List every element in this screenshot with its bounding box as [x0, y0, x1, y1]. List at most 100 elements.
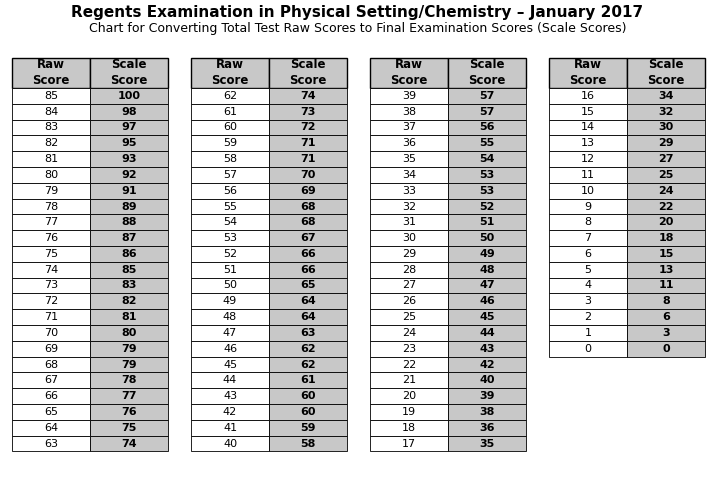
Bar [191, 388, 269, 404]
Bar [191, 58, 269, 88]
Bar [90, 388, 168, 404]
Text: 79: 79 [44, 186, 58, 196]
Text: 39: 39 [402, 91, 416, 101]
Bar [90, 120, 168, 136]
Text: 69: 69 [44, 344, 58, 353]
Bar [191, 325, 269, 341]
Text: 73: 73 [300, 106, 316, 117]
Bar [12, 278, 90, 293]
Text: 60: 60 [300, 391, 316, 401]
Bar [12, 151, 90, 167]
Bar [627, 293, 705, 309]
Bar [627, 325, 705, 341]
Bar [549, 136, 627, 151]
Text: 66: 66 [300, 265, 316, 275]
Bar [90, 199, 168, 214]
Text: 16: 16 [581, 91, 595, 101]
Text: 67: 67 [300, 233, 316, 243]
Text: 54: 54 [479, 154, 495, 164]
Text: 68: 68 [300, 217, 316, 227]
Bar [269, 278, 347, 293]
Bar [12, 230, 90, 246]
Bar [370, 246, 448, 262]
Text: 47: 47 [479, 281, 495, 290]
Bar [549, 183, 627, 199]
Bar [370, 183, 448, 199]
Bar [370, 167, 448, 183]
Text: 8: 8 [584, 217, 591, 227]
Text: 81: 81 [44, 154, 58, 164]
Text: 40: 40 [479, 375, 495, 386]
Text: 92: 92 [121, 170, 137, 180]
Bar [448, 436, 526, 452]
Bar [90, 88, 168, 104]
Bar [448, 309, 526, 325]
Text: 60: 60 [223, 122, 237, 133]
Text: 0: 0 [584, 344, 591, 353]
Bar [90, 230, 168, 246]
Bar [549, 325, 627, 341]
Bar [370, 309, 448, 325]
Text: 30: 30 [402, 233, 416, 243]
Text: Raw
Score: Raw Score [390, 59, 428, 87]
Text: 83: 83 [44, 122, 58, 133]
Text: 82: 82 [44, 139, 58, 148]
Bar [370, 199, 448, 214]
Bar [12, 293, 90, 309]
Bar [448, 278, 526, 293]
Text: 75: 75 [44, 249, 58, 259]
Text: 80: 80 [122, 328, 137, 338]
Text: 84: 84 [44, 106, 58, 117]
Bar [627, 104, 705, 120]
Text: 14: 14 [581, 122, 595, 133]
Text: 65: 65 [44, 407, 58, 417]
Bar [12, 199, 90, 214]
Text: 13: 13 [659, 265, 674, 275]
Text: 48: 48 [223, 312, 237, 322]
Bar [269, 183, 347, 199]
Text: 53: 53 [479, 186, 495, 196]
Bar [90, 420, 168, 436]
Bar [90, 278, 168, 293]
Bar [12, 120, 90, 136]
Bar [370, 356, 448, 372]
Text: 75: 75 [122, 423, 137, 433]
Text: 80: 80 [44, 170, 58, 180]
Text: 88: 88 [122, 217, 137, 227]
Bar [191, 151, 269, 167]
Bar [269, 104, 347, 120]
Text: 67: 67 [44, 375, 58, 386]
Bar [370, 214, 448, 230]
Text: 33: 33 [402, 186, 416, 196]
Bar [269, 436, 347, 452]
Text: 1: 1 [584, 328, 591, 338]
Text: 6: 6 [584, 249, 591, 259]
Bar [448, 58, 526, 88]
Bar [370, 420, 448, 436]
Bar [370, 341, 448, 356]
Text: Raw
Score: Raw Score [212, 59, 249, 87]
Bar [12, 262, 90, 278]
Bar [12, 404, 90, 420]
Text: 71: 71 [44, 312, 58, 322]
Text: 59: 59 [300, 423, 316, 433]
Text: 87: 87 [122, 233, 137, 243]
Bar [90, 262, 168, 278]
Text: 48: 48 [479, 265, 495, 275]
Bar [448, 372, 526, 388]
Text: 76: 76 [44, 233, 58, 243]
Bar [627, 183, 705, 199]
Text: 25: 25 [659, 170, 674, 180]
Text: 66: 66 [44, 391, 58, 401]
Bar [12, 309, 90, 325]
Bar [269, 120, 347, 136]
Text: 31: 31 [402, 217, 416, 227]
Bar [370, 58, 448, 88]
Bar [448, 120, 526, 136]
Bar [12, 183, 90, 199]
Text: 68: 68 [44, 359, 58, 369]
Text: 5: 5 [584, 265, 591, 275]
Bar [370, 262, 448, 278]
Text: 57: 57 [479, 106, 495, 117]
Bar [269, 262, 347, 278]
